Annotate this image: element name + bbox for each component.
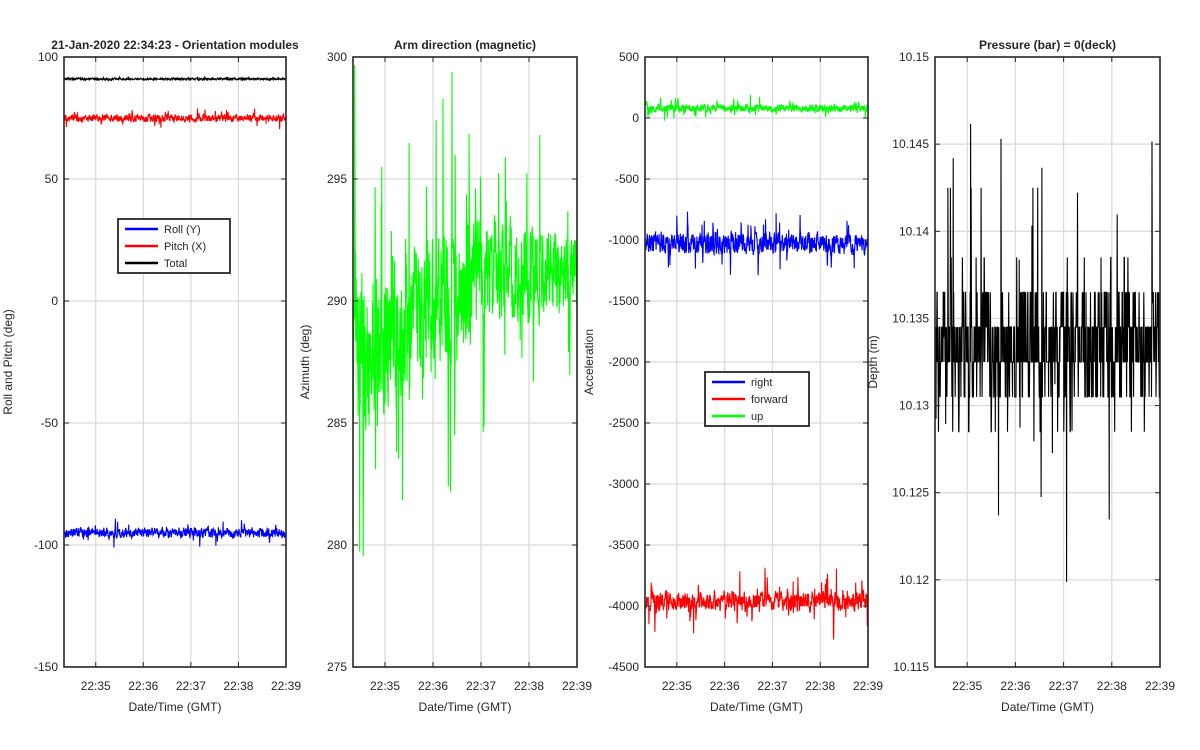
legend-entry: right — [751, 377, 772, 389]
x-tick-label: 22:39 — [562, 679, 592, 693]
series-line-up — [645, 94, 868, 121]
y-tick-label: -2000 — [608, 355, 639, 369]
x-tick-label: 22:36 — [418, 679, 448, 693]
x-axis-label: Date/Time (GMT) — [710, 700, 803, 714]
x-tick-label: 22:37 — [757, 679, 787, 693]
y-tick-label: 100 — [38, 50, 58, 64]
chart-title: Pressure (bar) = 0(deck) — [979, 38, 1116, 52]
y-axis-label: Depth (m) — [866, 335, 880, 388]
y-tick-label: 10.13 — [899, 399, 929, 413]
x-tick-label: 22:39 — [1145, 679, 1175, 693]
x-tick-label: 22:37 — [466, 679, 496, 693]
series-line-roll-y- — [64, 518, 286, 548]
x-tick-label: 22:36 — [710, 679, 740, 693]
y-tick-label: -1000 — [608, 233, 639, 247]
y-axis-label: Roll and Pitch (deg) — [1, 309, 15, 414]
y-tick-label: 290 — [327, 294, 347, 308]
series-line-azimuth — [353, 65, 577, 557]
legend-entry: Pitch (X) — [164, 241, 206, 253]
panel-4: 22:35 22:36 22:37 22:38 22:39 10.115 10.12 10.1… — [866, 38, 1175, 714]
y-tick-label: -4500 — [608, 660, 639, 674]
panel-1: 22:35 22:36 22:37 22:38 22:39 -150 -100 -50 0 50 1… — [1, 38, 301, 714]
y-tick-label: 10.115 — [893, 660, 929, 674]
y-tick-label: -150 — [34, 660, 58, 674]
y-tick-label: -500 — [615, 172, 639, 186]
x-tick-label: 22:35 — [952, 679, 982, 693]
chart-title: Arm direction (magnetic) — [394, 38, 536, 52]
x-axis-label: Date/Time (GMT) — [129, 700, 222, 714]
y-tick-label: 10.125 — [892, 486, 929, 500]
series-line-depth — [935, 123, 1160, 582]
x-tick-label: 22:38 — [514, 679, 544, 693]
y-tick-label: -50 — [41, 416, 59, 430]
legend: Roll (Y) Pitch (X) Total — [117, 218, 231, 274]
y-tick-label: 295 — [327, 172, 347, 186]
y-tick-label: 0 — [632, 111, 639, 125]
series-line-right — [645, 211, 868, 276]
y-axis-label: Acceleration — [582, 329, 596, 395]
y-tick-label: -100 — [34, 538, 58, 552]
x-tick-label: 22:35 — [370, 679, 400, 693]
legend-entry: forward — [751, 394, 788, 406]
panel-2: 22:35 22:36 22:37 22:38 22:39 275 280 285 290 295… — [298, 38, 592, 714]
y-tick-label: 275 — [327, 660, 347, 674]
y-tick-label: -3000 — [608, 477, 639, 491]
y-tick-label: 0 — [51, 294, 58, 308]
series-line-pitch-x- — [64, 108, 286, 130]
y-tick-label: 300 — [327, 50, 347, 64]
x-tick-label: 22:36 — [1000, 679, 1030, 693]
series-line-total — [64, 75, 286, 83]
x-tick-label: 22:39 — [271, 679, 301, 693]
y-tick-label: -4000 — [608, 599, 639, 613]
x-axis-label: Date/Time (GMT) — [1001, 700, 1094, 714]
legend-entry: up — [751, 411, 763, 423]
x-tick-label: 22:38 — [223, 679, 253, 693]
axes-box — [63, 56, 287, 668]
axes-box — [352, 56, 578, 668]
x-tick-label: 22:37 — [1049, 679, 1079, 693]
x-tick-label: 22:38 — [805, 679, 835, 693]
x-tick-label: 22:36 — [128, 679, 158, 693]
y-tick-label: 10.12 — [899, 573, 929, 587]
y-tick-label: 10.135 — [892, 311, 929, 325]
y-tick-label: 10.14 — [899, 224, 929, 238]
legend-entry: Total — [164, 258, 187, 270]
axes-box — [934, 56, 1161, 668]
x-tick-label: 22:35 — [81, 679, 111, 693]
x-tick-label: 22:38 — [1097, 679, 1127, 693]
x-tick-label: 22:39 — [853, 679, 883, 693]
chart-title: 21-Jan-2020 22:34:23 - Orientation modul… — [51, 38, 299, 52]
y-tick-label: 10.15 — [899, 50, 929, 64]
y-tick-label: 280 — [327, 538, 347, 552]
y-tick-label: -1500 — [608, 294, 639, 308]
y-tick-label: 500 — [619, 50, 639, 64]
y-axis-label: Azimuth (deg) — [298, 325, 312, 400]
series-line-forward — [645, 567, 868, 640]
legend: right forward up — [704, 371, 810, 427]
y-tick-label: -2500 — [608, 416, 639, 430]
x-tick-label: 22:37 — [176, 679, 206, 693]
panel-3: 22:35 22:36 22:37 22:38 22:39 -4500 -4000 -3500… — [582, 50, 883, 714]
y-tick-label: 50 — [45, 172, 59, 186]
x-axis-label: Date/Time (GMT) — [419, 700, 512, 714]
x-tick-label: 22:35 — [662, 679, 692, 693]
y-tick-label: 10.145 — [892, 137, 929, 151]
y-tick-label: -3500 — [608, 538, 639, 552]
y-tick-label: 285 — [327, 416, 347, 430]
legend-entry: Roll (Y) — [164, 224, 201, 236]
